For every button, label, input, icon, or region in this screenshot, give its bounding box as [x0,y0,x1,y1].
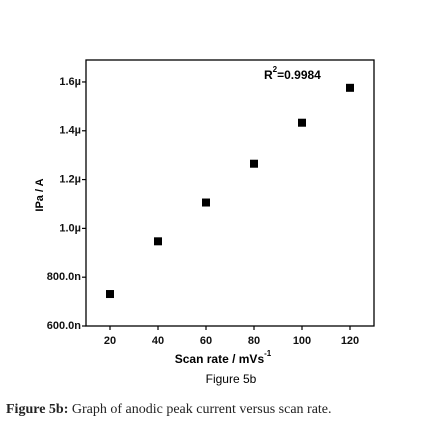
y-tick-label: 1.0µ [59,222,81,234]
y-tick-label: 800.0n [47,271,82,283]
x-tick-label: 100 [293,335,311,347]
annotation-rest: =0.9984 [277,68,321,82]
figure-label: Figure 5b [206,372,257,386]
annotation-sup: 2 [273,65,278,74]
chart: IPa / A Scan rate / mVs-1 Figure 5b R2=0… [34,59,375,386]
x-tick-label: 20 [104,335,116,347]
plot-frame [85,59,375,327]
point [202,198,210,207]
annotation: R2=0.9984 [264,65,321,82]
y-axis-label: IPa / A [34,178,46,211]
y-tick-label: 1.6µ [59,76,81,88]
y-tick-label: 600.0n [47,320,82,332]
y-tick-label: 1.4µ [59,125,81,137]
x-tick-label: 40 [152,335,164,347]
y-tick-label: 1.2µ [59,173,81,185]
x-axis-label-text: Scan rate / mVs [175,352,265,366]
point [154,237,162,246]
point [346,83,354,92]
x-axis-label-sup: -1 [264,349,272,358]
x-tick-label: 80 [248,335,260,347]
x-tick-label: 120 [341,335,359,347]
annotation-base: R [264,68,273,82]
x-axis-label: Scan rate / mVs-1 [175,349,272,366]
x-tick-label: 60 [200,335,212,347]
caption: Figure 5b: Graph of anodic peak current … [6,402,332,418]
point [298,118,306,127]
point [250,159,258,168]
caption-text: Graph of anodic peak current versus scan… [68,402,332,417]
caption-label: Figure 5b: [6,402,69,417]
point [106,290,114,299]
